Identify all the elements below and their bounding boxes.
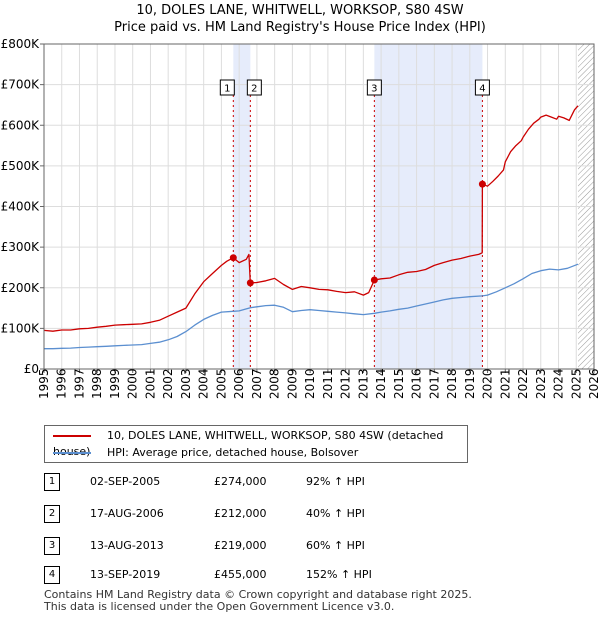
legend: 10, DOLES LANE, WHITWELL, WORKSOP, S80 4… [44, 425, 468, 463]
marker-label-box [246, 79, 262, 96]
transaction-price: £274,000 [214, 475, 267, 488]
y-tick-label: £0 [24, 362, 39, 376]
transaction-hpi: 92% ↑ HPI [306, 475, 365, 488]
transaction-hpi: 152% ↑ HPI [306, 568, 372, 581]
x-tick-label: 2006 [232, 368, 246, 399]
x-tick-label: 2011 [321, 368, 335, 399]
x-tick-label: 1999 [108, 368, 122, 399]
transaction-number: 3 [44, 537, 60, 555]
marker-label-box [219, 79, 235, 96]
y-tick-label: £600K [1, 118, 41, 132]
y-tick-label: £400K [1, 200, 41, 214]
footer-copyright: Contains HM Land Registry data © Crown c… [44, 588, 472, 601]
legend-swatch-red [53, 435, 91, 437]
sale-point [370, 276, 378, 284]
x-tick-label: 2009 [285, 368, 299, 399]
x-tick-label: 2021 [498, 368, 512, 399]
x-tick-label: 2007 [250, 368, 264, 399]
y-tick-label: £800K [1, 37, 41, 51]
x-tick-label: 2026 [587, 368, 600, 399]
transaction-date: 13-AUG-2013 [90, 539, 164, 552]
legend-label-hpi: HPI: Average price, detached house, Bols… [107, 446, 359, 459]
marker-label: 1 [224, 84, 230, 95]
legend-label-property: 10, DOLES LANE, WHITWELL, WORKSOP, S80 4… [53, 429, 444, 458]
x-tick-label: 2008 [268, 368, 282, 399]
chart-title: 10, DOLES LANE, WHITWELL, WORKSOP, S80 4… [136, 3, 464, 18]
x-tick-label: 2010 [303, 368, 317, 399]
transaction-hpi: 60% ↑ HPI [306, 539, 365, 552]
series-line-property [43, 105, 579, 332]
transaction-date: 02-SEP-2005 [90, 475, 161, 488]
x-tick-label: 2025 [569, 368, 583, 399]
transaction-number: 2 [44, 505, 60, 523]
sale-point [229, 254, 237, 262]
marker-label-box [366, 79, 382, 96]
transaction-row: 3 13-AUG-2013 £219,000 60% ↑ HPI [44, 537, 464, 555]
transaction-date: 13-SEP-2019 [90, 568, 161, 581]
x-tick-label: 2001 [143, 368, 157, 399]
x-tick-label: 2024 [552, 368, 566, 399]
x-tick-label: 2020 [481, 368, 495, 399]
transaction-number: 4 [44, 566, 60, 584]
x-tick-label: 2002 [161, 368, 175, 399]
transaction-row: 1 02-SEP-2005 £274,000 92% ↑ HPI [44, 473, 464, 491]
footer: Contains HM Land Registry data © Crown c… [44, 589, 594, 613]
y-tick-label: £700K [1, 78, 41, 92]
x-tick-label: 2000 [126, 368, 140, 399]
x-tick-label: 1998 [90, 368, 104, 399]
x-tick-label: 2019 [463, 368, 477, 399]
transaction-price: £212,000 [214, 507, 267, 520]
sale-point [246, 279, 254, 287]
transaction-row: 4 13-SEP-2019 £455,000 152% ↑ HPI [44, 566, 464, 584]
transaction-number: 1 [44, 473, 60, 491]
y-tick-label: £300K [1, 240, 41, 254]
legend-swatch-blue [53, 452, 91, 454]
marker-label-box [474, 79, 490, 96]
price-chart: 1 2 3 4 £0 £100K £200K £300K £400K £500K £600K £700… [1, 37, 600, 399]
x-tick-label: 2017 [427, 368, 441, 399]
y-tick-label: £200K [1, 281, 41, 295]
marker-label: 3 [371, 84, 377, 95]
marker-label: 4 [479, 84, 485, 95]
y-tick-label: £100K [1, 321, 41, 335]
x-tick-label: 2005 [214, 368, 228, 399]
transaction-hpi: 40% ↑ HPI [306, 507, 365, 520]
transaction-price: £219,000 [214, 539, 267, 552]
x-tick-label: 2016 [410, 368, 424, 399]
sale-point [478, 180, 486, 188]
x-tick-label: 2012 [339, 368, 353, 399]
x-tick-label: 1995 [37, 368, 51, 399]
x-tick-label: 1996 [55, 368, 69, 399]
chart-subtitle: Price paid vs. HM Land Registry's House … [114, 20, 486, 35]
legend-item-property: 10, DOLES LANE, WHITWELL, WORKSOP, S80 4… [53, 428, 467, 458]
x-tick-label: 2004 [197, 368, 211, 399]
y-tick-label: £500K [1, 159, 41, 173]
x-tick-label: 1997 [72, 368, 86, 399]
marker-label: 2 [251, 84, 257, 95]
x-tick-label: 2018 [445, 368, 459, 399]
x-tick-label: 2022 [516, 368, 530, 399]
x-tick-label: 2013 [356, 368, 370, 399]
transaction-date: 17-AUG-2006 [90, 507, 164, 520]
transaction-price: £455,000 [214, 568, 267, 581]
series-line-hpi [44, 263, 579, 350]
transaction-row: 2 17-AUG-2006 £212,000 40% ↑ HPI [44, 505, 464, 523]
x-tick-label: 2015 [392, 368, 406, 399]
footer-licence: This data is licensed under the Open Gov… [44, 600, 395, 613]
x-tick-label: 2014 [374, 368, 388, 399]
x-tick-label: 2023 [534, 368, 548, 399]
x-tick-label: 2003 [179, 368, 193, 399]
legend-item-hpi: HPI: Average price, detached house, Bols… [53, 445, 358, 461]
